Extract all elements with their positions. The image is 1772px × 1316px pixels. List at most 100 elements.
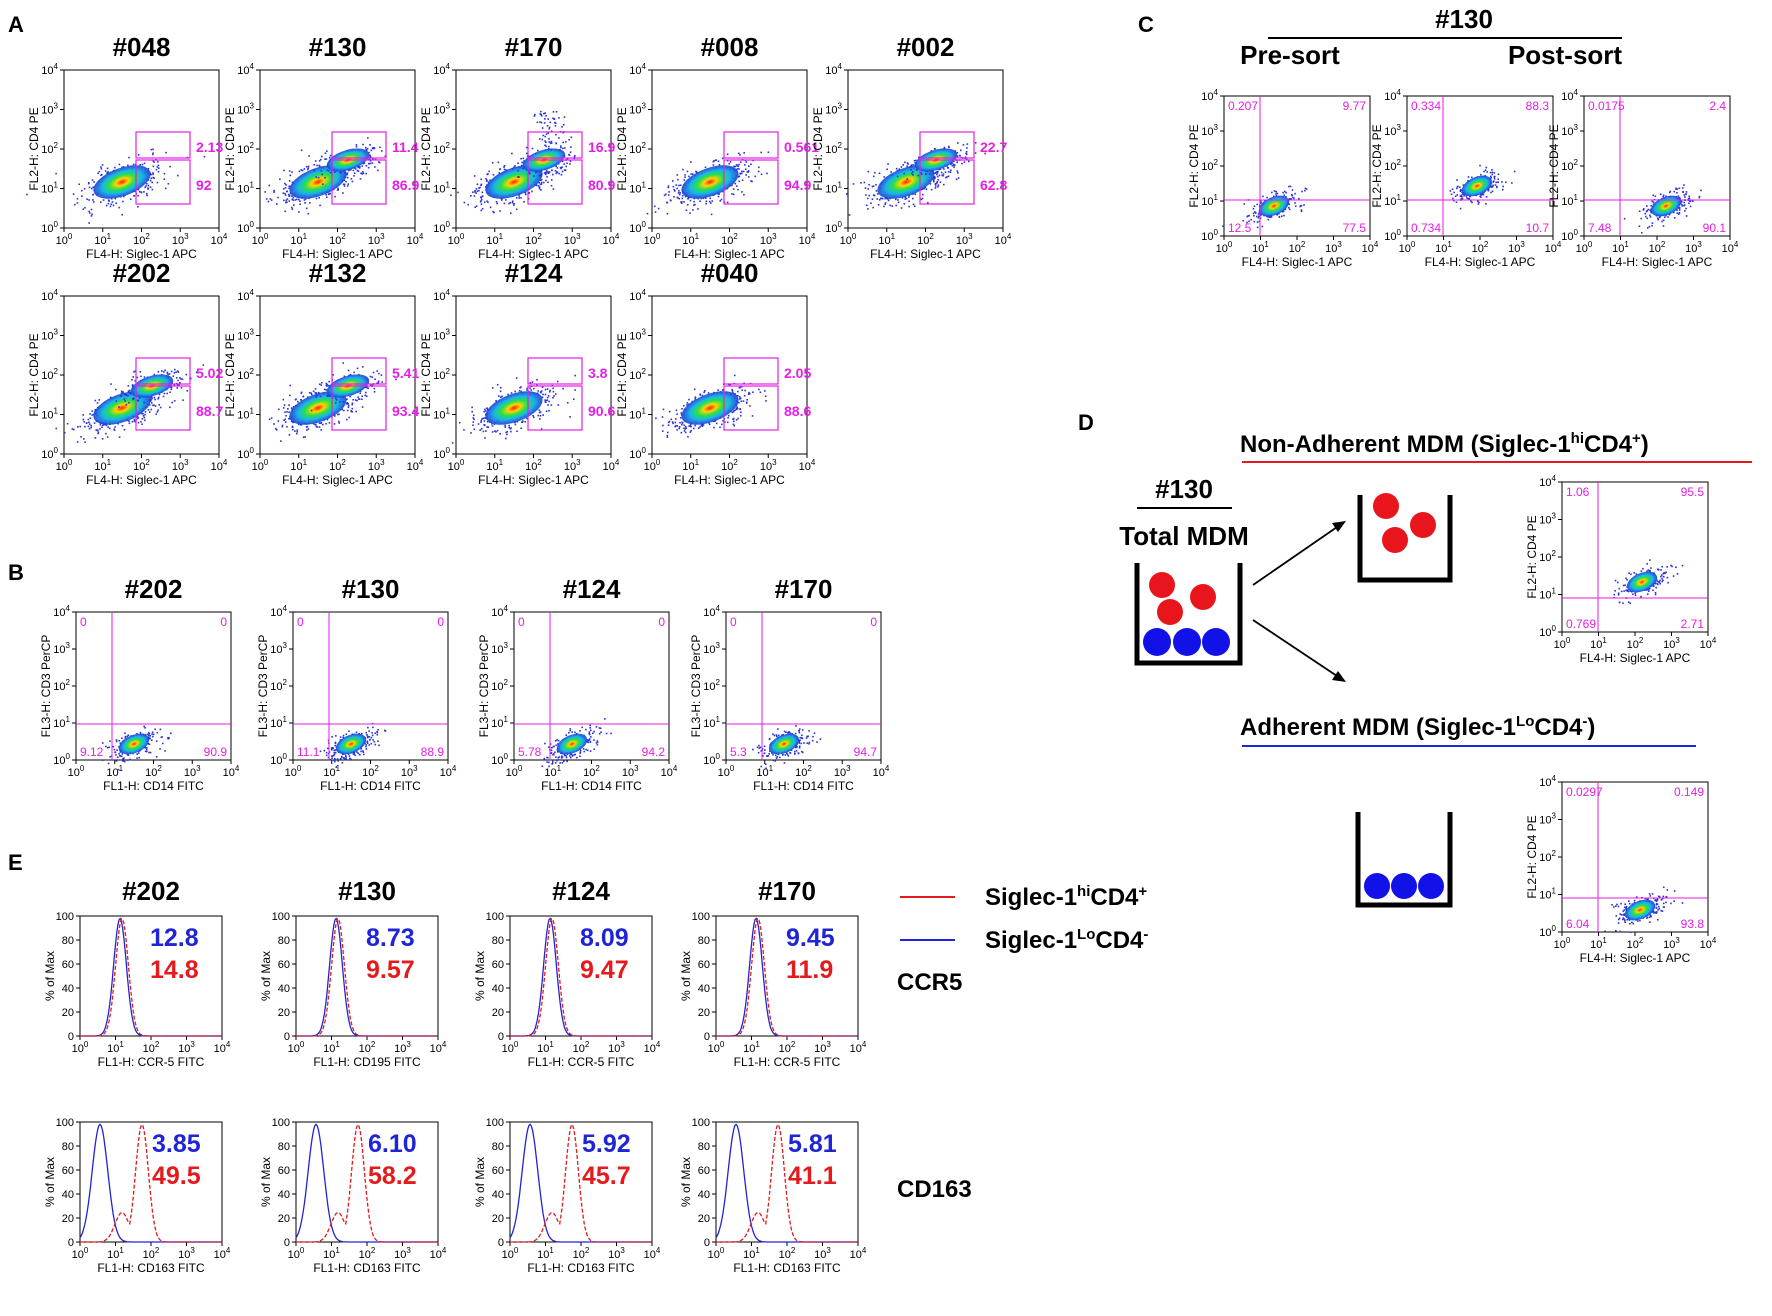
event-dot xyxy=(326,150,328,152)
event-dot xyxy=(472,421,475,423)
plot-title-donor: #130 xyxy=(309,32,367,62)
event-dot xyxy=(738,180,741,183)
event-dot xyxy=(509,427,512,430)
event-dot xyxy=(486,407,488,410)
event-dot xyxy=(170,370,173,373)
event-dot xyxy=(487,201,489,204)
x-tick-label: 101 xyxy=(290,458,307,473)
event-dot xyxy=(179,377,181,379)
event-dot xyxy=(701,423,704,426)
event-dot xyxy=(269,198,272,200)
event-dot xyxy=(736,164,739,167)
event-dot xyxy=(359,392,362,394)
event-dot xyxy=(176,384,179,386)
event-dot xyxy=(743,193,745,196)
event-dot xyxy=(357,170,360,172)
event-dot xyxy=(316,164,318,167)
y-tick-exp: 0 xyxy=(54,446,59,455)
event-dot xyxy=(89,417,92,420)
event-dot xyxy=(99,424,102,426)
event-dot xyxy=(678,427,680,430)
event-dot xyxy=(149,186,152,188)
event-dot xyxy=(157,170,160,173)
event-dot xyxy=(684,195,687,198)
event-dot xyxy=(315,176,318,178)
event-dot xyxy=(677,192,680,194)
event-dot xyxy=(497,395,500,397)
x-tick-label: 104 xyxy=(603,232,620,247)
x-tick-exp: 1 xyxy=(499,232,504,241)
event-dot xyxy=(683,427,685,430)
event-dot xyxy=(684,176,686,178)
gate-upper xyxy=(527,357,583,385)
event-dot xyxy=(552,396,554,399)
event-dot xyxy=(308,391,311,394)
event-dot xyxy=(137,416,139,419)
event-dot xyxy=(719,426,721,429)
event-dot xyxy=(334,415,336,417)
event-dot xyxy=(566,162,568,165)
y-axis-label: FL2-H: CD4 PE xyxy=(223,333,237,416)
y-tick-exp: 3 xyxy=(250,328,255,337)
event-dot xyxy=(957,142,959,144)
event-dot xyxy=(522,167,524,170)
y-tick-label: 101 xyxy=(629,407,646,422)
event-dot xyxy=(332,374,334,376)
event-dot xyxy=(289,394,291,397)
y-tick-exp: 0 xyxy=(446,220,451,229)
event-dot xyxy=(180,378,182,380)
event-dot xyxy=(708,423,711,426)
event-dot xyxy=(350,168,352,171)
event-dot xyxy=(540,189,542,191)
event-dot xyxy=(484,186,487,188)
x-tick-exp: 0 xyxy=(656,458,661,467)
event-dot xyxy=(346,402,349,404)
event-dot xyxy=(326,383,329,386)
event-dot xyxy=(680,423,683,426)
event-dot xyxy=(349,395,351,398)
event-dot xyxy=(539,411,542,413)
event-dot xyxy=(550,148,553,151)
event-dot xyxy=(141,163,144,166)
event-dot xyxy=(902,164,905,166)
event-dot xyxy=(735,164,738,166)
event-dot xyxy=(339,171,341,174)
event-dot xyxy=(330,171,332,174)
event-dot xyxy=(329,154,332,157)
event-dot xyxy=(687,435,689,438)
event-dot xyxy=(681,194,684,197)
event-dot xyxy=(306,168,309,171)
event-dot xyxy=(722,190,725,193)
event-dot xyxy=(760,151,762,154)
event-dot xyxy=(480,198,483,201)
event-dot xyxy=(82,414,85,416)
event-dot xyxy=(149,400,152,403)
event-dot xyxy=(549,121,552,124)
event-dot xyxy=(118,739,121,742)
event-dot xyxy=(88,222,90,224)
event-dot xyxy=(144,413,146,416)
event-dot xyxy=(66,422,69,425)
event-dot xyxy=(734,165,737,168)
event-dot xyxy=(299,203,301,206)
x-tick-exp: 4 xyxy=(235,764,240,773)
event-dot xyxy=(974,152,977,154)
event-dot xyxy=(123,760,126,763)
event-dot xyxy=(867,197,869,200)
event-dot xyxy=(747,171,750,173)
event-dot xyxy=(115,388,117,391)
event-dot xyxy=(177,371,180,373)
event-dot xyxy=(937,179,939,181)
event-dot xyxy=(152,152,154,155)
event-dot xyxy=(299,200,301,202)
event-dot xyxy=(157,396,160,399)
event-dot xyxy=(76,197,79,200)
y-tick-exp: 1 xyxy=(250,407,255,416)
y-tick-label: 104 xyxy=(41,62,58,77)
event-dot xyxy=(561,166,563,168)
event-dot xyxy=(89,412,91,415)
event-dot xyxy=(865,204,868,207)
event-dot xyxy=(689,212,691,214)
event-dot xyxy=(104,423,106,426)
